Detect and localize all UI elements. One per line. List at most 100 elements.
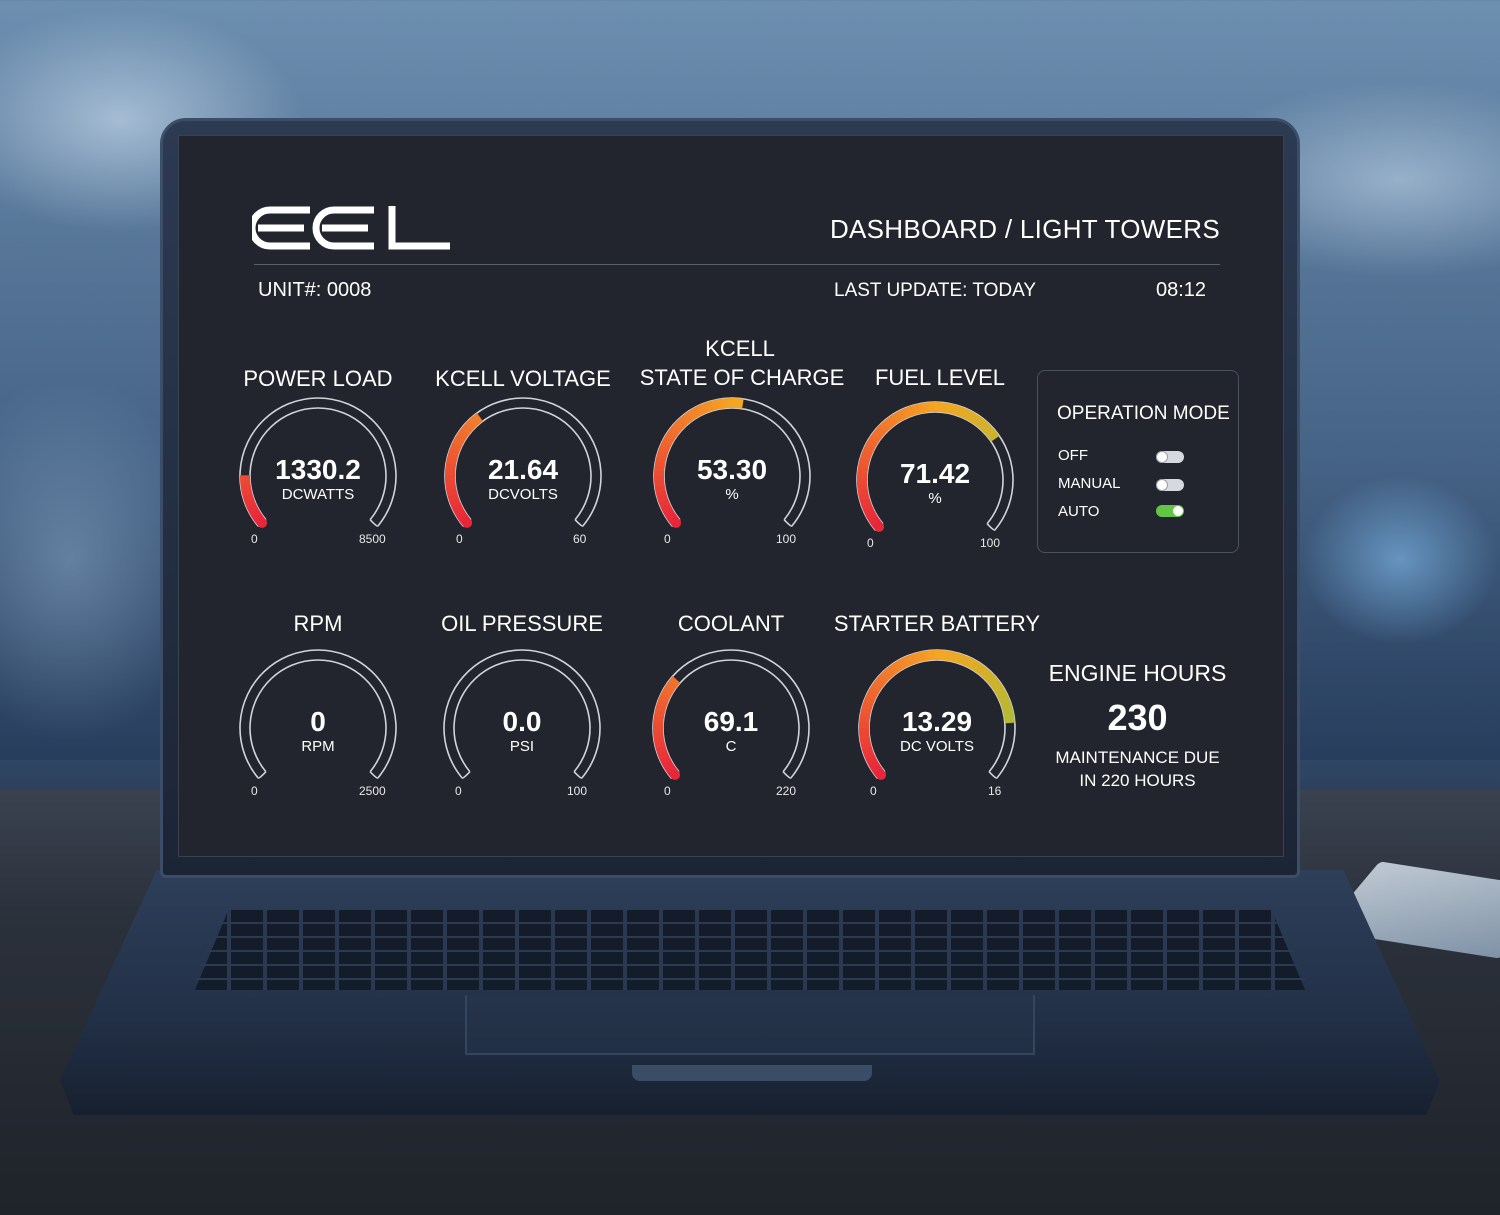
gauge-fill-segment — [671, 422, 683, 434]
gauge-track-inner — [866, 411, 1004, 525]
gauge-fill-segment — [901, 406, 912, 419]
gauge-fill-segment — [975, 663, 986, 675]
gauge-fill-segment — [892, 411, 903, 424]
gauge-track-cap — [369, 771, 379, 779]
gauge-fill-segment — [468, 415, 480, 428]
gauge-track-inner — [663, 407, 801, 521]
gauge-max-starter-battery: 16 — [988, 784, 1002, 798]
gauge-fill-segment — [662, 507, 675, 518]
gauge-fill-segment — [938, 402, 946, 413]
toggle-knob — [1157, 452, 1167, 462]
gauge-max-rpm: 2500 — [359, 784, 386, 798]
mode-toggle-manual[interactable] — [1156, 479, 1184, 491]
gauge-rpm — [239, 649, 397, 779]
gauge-track-outer — [443, 649, 601, 779]
gauge-max-power-load: 8500 — [359, 532, 386, 546]
gauge-value-coolant: 69.1 — [703, 706, 759, 737]
gauge-max-kcell-voltage: 60 — [573, 532, 587, 546]
gauge-fill-segment — [971, 660, 982, 673]
gauge-fill-segment — [875, 424, 888, 436]
gauge-fill-segment — [675, 418, 687, 430]
gauge-fill-segment — [665, 511, 678, 522]
mode-toggle-auto[interactable] — [1156, 505, 1184, 517]
gauge-unit-fuel-level: % — [928, 490, 942, 507]
gauge-fill-segment — [870, 517, 885, 532]
gauge-fill-segment — [253, 513, 268, 528]
gauge-fill-segment — [665, 430, 677, 441]
gauge-fill-segment — [872, 765, 887, 780]
gauge-track-cap — [573, 771, 583, 779]
gauge-fill-segment — [863, 695, 876, 705]
gauge-fill-segment — [992, 682, 1004, 693]
mode-label-manual: MANUAL — [1058, 475, 1121, 492]
dashboard-screen — [178, 135, 1284, 857]
gauge-fill-segment — [451, 502, 463, 513]
toggle-knob — [1173, 506, 1183, 516]
gauge-min-rpm: 0 — [251, 784, 258, 798]
gauge-fill-segment — [660, 503, 673, 513]
gauge-fill-segment — [458, 513, 473, 528]
gauge-fill-segment — [664, 763, 676, 774]
gauge-fill-segment — [864, 441, 876, 452]
gauge-fill-segment — [912, 652, 922, 664]
gauge-fill-segment — [457, 427, 470, 439]
gauge-fill-segment — [982, 670, 994, 682]
gauge-track-cap — [257, 771, 267, 779]
gauge-fill-segment — [450, 441, 462, 452]
gauge-fill-segment — [662, 434, 675, 445]
gauge-fill-segment — [866, 437, 879, 448]
gauge-track-cap — [369, 519, 379, 527]
gauge-fill-segment — [887, 414, 899, 426]
gauge-fill-segment — [906, 405, 916, 417]
gauge-fill-segment — [865, 690, 878, 701]
operation-mode-panel — [1037, 370, 1239, 553]
gauge-fill-segment — [246, 502, 258, 513]
gauge-fill-segment — [678, 414, 690, 427]
gauge-fill-segment — [658, 693, 670, 704]
gauge-unit-starter-battery: DC VOLTS — [900, 738, 974, 755]
mode-toggle-off[interactable] — [1156, 451, 1184, 463]
gauge-fill-segment — [248, 507, 261, 518]
gauge-fill-segment — [660, 689, 673, 699]
gauge-unit-rpm: RPM — [301, 738, 335, 755]
gauge-unit-kcell-voltage: DCVOLTS — [488, 486, 558, 503]
gauge-fill-segment — [464, 419, 477, 431]
gauge-fill-segment — [943, 402, 952, 414]
gauge-fill-segment — [1004, 717, 1015, 724]
gauge-fill-segment — [966, 657, 977, 670]
laptop-keyboard-rows — [190, 910, 1310, 990]
mode-label-off: OFF — [1058, 447, 1088, 464]
gauge-fill-segment — [958, 653, 968, 666]
gauge-fill-segment — [722, 398, 729, 409]
gauge-fill-segment — [877, 673, 889, 685]
gauge-fill-segment — [870, 763, 883, 774]
gauge-fill-segment — [455, 432, 467, 443]
gauge-title-coolant: COOLANT — [677, 611, 785, 636]
clock-time: 08:12 — [1156, 279, 1207, 301]
gauge-fill-segment — [461, 423, 473, 435]
gauge-fill-segment — [902, 655, 913, 667]
gauge-max-kcell-soc: 100 — [776, 532, 797, 546]
gauge-fill-segment — [668, 426, 680, 437]
gauge-track-inner — [454, 407, 592, 521]
gauge-min-fuel-level: 0 — [867, 536, 874, 550]
gauge-kcell-voltage — [444, 397, 602, 528]
gauge-fill-segment — [663, 684, 675, 695]
gauge-fill-segment — [948, 403, 957, 415]
gauge-fill-segment — [974, 416, 986, 429]
gauge-track-inner — [453, 659, 591, 773]
gauge-fill-segment — [922, 402, 930, 413]
gauge-power-load — [239, 397, 397, 528]
gauge-value-starter-battery: 13.29 — [901, 706, 973, 737]
gauge-fill-segment — [883, 417, 895, 429]
gauge-fill-segment — [661, 759, 674, 770]
gauge-fill-segment — [716, 398, 725, 410]
gauge-min-coolant: 0 — [664, 784, 671, 798]
gauge-fill-segment — [989, 677, 1001, 689]
gauge-fill-segment — [872, 428, 884, 440]
operation-mode-title: OPERATION MODE — [1057, 403, 1230, 424]
gauge-fill-segment — [665, 679, 678, 691]
gauge-fill-segment — [696, 403, 707, 416]
gauge-track-inner — [249, 659, 387, 773]
header-divider — [254, 264, 1220, 265]
